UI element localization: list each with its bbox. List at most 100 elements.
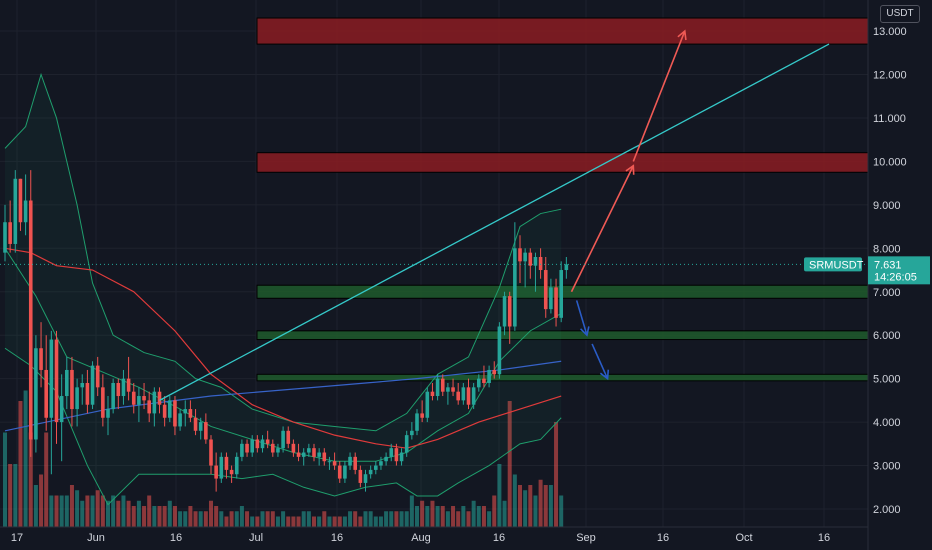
candle-body xyxy=(8,222,12,244)
candle-body xyxy=(209,439,213,466)
volume-bar xyxy=(3,432,7,527)
candle-body xyxy=(54,339,59,423)
volume-bar xyxy=(59,495,64,527)
candle-body xyxy=(219,456,224,479)
volume-bar xyxy=(255,516,260,527)
arrow-up-shaft xyxy=(570,165,635,293)
candle-body xyxy=(317,452,321,457)
candle-body xyxy=(507,296,512,327)
candle-body xyxy=(65,369,69,397)
volume-bar xyxy=(548,485,553,527)
candle-body xyxy=(492,369,497,375)
currency-button[interactable]: USDT xyxy=(880,5,920,23)
symbol-badge-label: SRMUSDT xyxy=(809,259,864,271)
volume-bar xyxy=(28,432,33,527)
volume-bar xyxy=(234,511,239,527)
y-tick-label: 5.000 xyxy=(873,374,901,386)
volume-bar xyxy=(275,516,280,527)
candle-body xyxy=(374,465,378,470)
volume-bar xyxy=(245,511,250,527)
candle-body xyxy=(327,461,332,463)
y-tick-label: 9.000 xyxy=(873,200,901,212)
y-tick-label: 13.000 xyxy=(873,26,907,38)
volume-bar xyxy=(348,511,353,527)
volume-bar xyxy=(75,490,80,527)
candle-body xyxy=(18,178,23,223)
volume-bar xyxy=(265,511,270,527)
candle-body xyxy=(477,378,481,388)
candle-body xyxy=(142,396,146,401)
time-axis[interactable]: 17 Jun 16 Jul 16 Aug 16 Sep 16 Oct 16 xyxy=(0,526,868,544)
x-tick-label: Oct xyxy=(735,532,752,544)
candle-body xyxy=(301,452,306,457)
candle-body xyxy=(75,387,79,410)
candle-body xyxy=(399,452,404,462)
candle-body xyxy=(368,469,373,475)
candle-body xyxy=(312,448,316,457)
candle-body xyxy=(229,469,234,475)
resistance-zone xyxy=(256,17,869,45)
candle-body xyxy=(34,348,38,440)
candle-body xyxy=(126,378,131,392)
candle-body xyxy=(80,382,85,388)
volume-bar xyxy=(80,500,85,527)
volume-bar xyxy=(39,474,44,527)
volume-bar xyxy=(219,511,224,527)
candle-body xyxy=(307,448,311,453)
candle-body xyxy=(363,474,368,483)
x-tick-label: 16 xyxy=(331,532,343,544)
volume-bar xyxy=(147,495,152,527)
volume-bar xyxy=(471,500,476,527)
candle-body xyxy=(487,369,491,383)
volume-bar xyxy=(188,506,193,527)
candle-body xyxy=(224,456,229,470)
x-tick-label: Aug xyxy=(411,532,431,544)
candle-body xyxy=(554,287,558,318)
x-tick-label: 17 xyxy=(11,532,23,544)
x-tick-label: Sep xyxy=(576,532,596,544)
volume-bar xyxy=(142,506,147,527)
volume-bar xyxy=(183,511,188,527)
volume-bar xyxy=(337,516,342,527)
candle-body xyxy=(3,222,7,253)
candle-body xyxy=(404,435,409,453)
volume-bars xyxy=(3,390,564,527)
volume-bar xyxy=(281,511,286,527)
volume-bar xyxy=(23,390,28,527)
volume-bar xyxy=(172,506,177,527)
price-axis[interactable]: 2.000 3.000 4.000 5.000 6.000 7.000 8.000 9.000… xyxy=(867,0,907,550)
candle-body xyxy=(204,422,208,440)
trendline xyxy=(159,43,830,401)
candle-body xyxy=(420,413,424,418)
volume-bar xyxy=(54,495,59,527)
candle-body xyxy=(528,252,533,266)
candle-body xyxy=(394,448,399,462)
candle-body xyxy=(358,469,363,483)
volume-bar xyxy=(157,506,162,527)
candle-body xyxy=(440,378,445,392)
y-tick-label: 4.000 xyxy=(873,417,901,429)
volume-bar xyxy=(528,485,533,527)
volume-bar xyxy=(368,511,373,527)
candle-body xyxy=(543,270,548,310)
x-tick-label: Jun xyxy=(87,532,105,544)
user-drawings[interactable] xyxy=(159,29,830,401)
candle-body xyxy=(415,413,419,431)
moving-average-red xyxy=(4,247,562,449)
candle-body xyxy=(157,391,162,405)
candle-body xyxy=(353,456,357,470)
volume-bar xyxy=(409,495,414,527)
candle-body xyxy=(70,369,74,410)
volume-bar xyxy=(167,500,172,527)
volume-bar xyxy=(90,495,95,527)
arrow-up-shaft xyxy=(632,30,686,162)
candle-body xyxy=(430,391,435,397)
symbol-badge-bg xyxy=(804,257,862,272)
volume-bar xyxy=(507,401,512,527)
candle-body xyxy=(425,391,430,418)
volume-bar xyxy=(538,479,543,527)
volume-bar xyxy=(306,511,311,527)
candle-body xyxy=(168,400,172,418)
candle-body xyxy=(234,456,239,475)
